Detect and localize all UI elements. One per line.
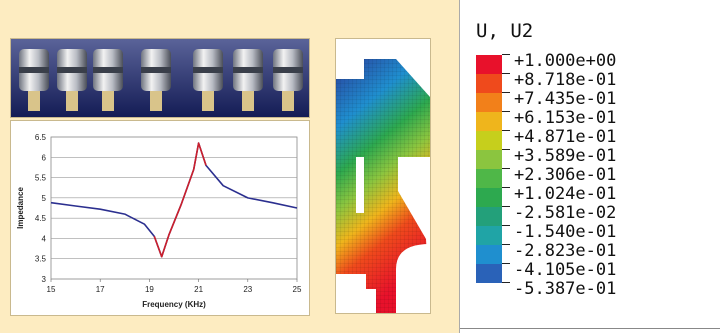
transducer-band: [19, 67, 49, 73]
legend-title: U, U2: [476, 20, 534, 42]
legend-label: +4.871e-01: [514, 127, 617, 147]
legend-label: +2.306e-01: [514, 165, 617, 185]
legend-tick: [502, 130, 510, 131]
legend-tick: [502, 92, 510, 93]
transducer-stem: [66, 91, 78, 111]
legend-label: +7.435e-01: [514, 89, 617, 109]
series-line-2: [153, 142, 207, 258]
legend-label: +1.000e+00: [514, 51, 617, 71]
transducer-stem: [150, 91, 162, 111]
legend-swatch: [476, 93, 502, 112]
legend-swatch: [476, 264, 502, 283]
legend-swatch: [476, 74, 502, 93]
x-axis-label: Frequency (KHz): [142, 300, 206, 309]
legend-swatch: [476, 226, 502, 245]
legend-swatch: [476, 150, 502, 169]
legend-label: -4.105e-01: [514, 260, 617, 280]
transducer-band: [93, 67, 123, 73]
impedance-chart: 3 3.5 4 4.5 5 5.5 6 6.5 15 17 19 21 23 25 Frequency (K…: [16, 133, 302, 309]
y-tick-label: 3.5: [35, 255, 47, 264]
legend-label: +6.153e-01: [514, 108, 617, 128]
transducer-band: [273, 67, 303, 73]
x-tick-label: 19: [145, 285, 154, 294]
legend-tick: [502, 282, 510, 283]
legend-swatch: [476, 169, 502, 188]
legend-swatch: [476, 112, 502, 131]
legend-tick: [502, 263, 510, 264]
legend-label: +3.589e-01: [514, 146, 617, 166]
legend-label: +1.024e-01: [514, 184, 617, 204]
legend-swatch: [476, 131, 502, 150]
legend-tick: [502, 187, 510, 188]
legend-tick: [502, 244, 510, 245]
transducer-stem: [242, 91, 254, 111]
fem-mesh-image: [336, 59, 430, 313]
legend-label: -1.540e-01: [514, 222, 617, 242]
legend-swatch: [476, 245, 502, 264]
transducer-stem: [28, 91, 40, 111]
y-tick-label: 4: [42, 234, 47, 243]
y-axis-label: Impedance: [16, 187, 25, 229]
legend-tick: [502, 73, 510, 74]
transducer-stem: [202, 91, 214, 111]
legend-tick: [502, 225, 510, 226]
legend-label: -2.581e-02: [514, 203, 617, 223]
legend-tick: [502, 168, 510, 169]
transducer-photo: [10, 38, 310, 118]
x-tick-label: 25: [293, 285, 302, 294]
legend-label: -5.387e-01: [514, 279, 617, 299]
x-tick-label: 15: [47, 285, 56, 294]
transducer-stem: [102, 91, 114, 111]
legend-tick: [502, 54, 510, 55]
fem-contour-plot: [335, 38, 431, 314]
legend-swatch: [476, 55, 502, 74]
transducer-band: [193, 67, 223, 73]
legend-tick: [502, 111, 510, 112]
legend-label: -2.823e-01: [514, 241, 617, 261]
legend-tick: [502, 149, 510, 150]
y-tick-label: 5.5: [35, 174, 47, 183]
legend-label: +8.718e-01: [514, 70, 617, 90]
y-tick-label: 6: [42, 153, 47, 162]
y-tick-label: 5: [42, 194, 47, 203]
legend-swatch: [476, 207, 502, 226]
transducer-image: [11, 39, 309, 117]
transducer-stem: [282, 91, 294, 111]
y-tick-label: 4.5: [35, 214, 47, 223]
legend-swatch: [476, 188, 502, 207]
x-tick-label: 21: [194, 285, 203, 294]
y-tick-label: 3: [42, 275, 47, 284]
transducer-band: [57, 67, 87, 73]
transducer-band: [233, 67, 263, 73]
contour-legend: U, U2 +1.000e+00 +8.718e-01 +7.435e-01 +6.1…: [459, 0, 720, 333]
impedance-chart-panel: 3 3.5 4 4.5 5 5.5 6 6.5 15 17 19 21 23 25 Frequency (K…: [10, 120, 310, 316]
legend-divider: [460, 328, 720, 329]
y-tick-label: 6.5: [35, 133, 47, 142]
legend-tick: [502, 206, 510, 207]
transducer-band: [141, 67, 171, 73]
x-tick-label: 17: [96, 285, 105, 294]
x-tick-label: 23: [243, 285, 252, 294]
